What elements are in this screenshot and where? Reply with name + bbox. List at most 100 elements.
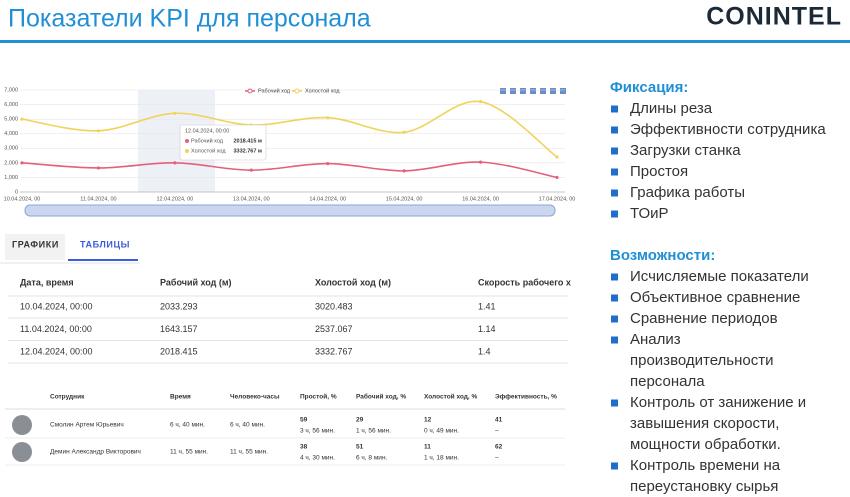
bullet (611, 273, 618, 281)
table-cell: 1.4 (478, 346, 491, 356)
emp-name: Демин Александр Викторович (50, 449, 141, 456)
series-line (21, 100, 558, 158)
bullet (611, 105, 618, 113)
list-item: Объективное сравнение (630, 289, 800, 306)
point (326, 116, 330, 120)
point (326, 161, 330, 166)
point (402, 130, 406, 134)
emp-duration: 1 ч, 56 мин. (356, 428, 391, 435)
table-cell: 3020.483 (315, 301, 353, 311)
bullet (611, 147, 618, 155)
list-item: мощности обработки. (630, 436, 781, 453)
table-header: Скорость рабочего х (478, 277, 571, 287)
y-tick-label: 4,000 (4, 131, 18, 137)
emp-header: Человеко-часы (230, 394, 280, 401)
bullet (611, 399, 618, 407)
tooltip-dot (185, 139, 189, 143)
table-cell: 11.04.2024, 00:00 (20, 324, 92, 334)
y-tick-label: 2,000 (4, 160, 18, 166)
bullet (611, 168, 618, 176)
point (20, 161, 24, 165)
emp-time: 11 ч, 55 мин. (170, 449, 208, 456)
series-line (21, 161, 558, 179)
point (96, 166, 101, 170)
tooltip-dot (185, 149, 189, 153)
avatars (12, 415, 32, 462)
point (173, 161, 177, 165)
table-cell: 1.14 (478, 324, 496, 334)
legend-label: Рабочий ход (258, 87, 291, 94)
tooltip (179, 124, 267, 161)
list-item: Графика работы (630, 184, 745, 201)
x-tick-label: 14.04.2024, 00 (309, 196, 346, 202)
emp-duration: – (495, 455, 499, 462)
bullet (611, 315, 618, 323)
emp-hours: 6 ч, 40 мин. (230, 422, 265, 429)
point (478, 160, 483, 164)
table-cell: 2018.415 (160, 346, 198, 356)
tooltip-label: Рабочий ход (191, 137, 224, 144)
emp-percent: 11 (424, 444, 431, 451)
emp-percent: 12 (424, 417, 432, 424)
tooltip-value: 2018.415 м (233, 138, 262, 144)
point (555, 155, 559, 159)
emp-header: Холостой ход, % (424, 393, 478, 401)
point (478, 100, 483, 104)
list-item: Длины реза (630, 100, 713, 117)
emp-header: Рабочий ход, % (356, 393, 406, 401)
point (555, 175, 559, 180)
table-fade (0, 364, 575, 384)
emp-percent: 41 (495, 417, 503, 424)
toolbar (500, 88, 566, 94)
list-item: ТОиР (630, 205, 669, 222)
emp-percent: 38 (300, 444, 308, 451)
table-cell: 3332.767 (315, 346, 353, 356)
point (20, 117, 24, 121)
x-tick-label: 11.04.2024, 00 (80, 196, 116, 202)
y-tick-label: 7,000 (4, 87, 18, 93)
table-cell: 12.04.2024, 00:00 (20, 346, 93, 356)
slide-title: Показатели KPI для персонала (8, 5, 371, 33)
emp-header: Простой, % (300, 393, 337, 401)
table-cell: 1.41 (478, 301, 496, 311)
list-item: персонала (630, 373, 705, 390)
emp-duration: 6 ч, 8 мин. (356, 455, 388, 462)
bullet (611, 210, 618, 218)
tabs-rule (0, 262, 140, 264)
emp-percent: 59 (300, 417, 308, 424)
tab-underline (68, 259, 138, 261)
y-tick-label: 0 (15, 189, 18, 195)
emp-duration: 0 ч, 49 мин. (424, 428, 459, 435)
y-tick-label: 3,000 (4, 146, 18, 152)
emp-duration: 4 ч, 30 мин. (300, 455, 335, 462)
y-tick-label: 1,000 (4, 175, 18, 181)
table-header: Дата, время (20, 277, 74, 287)
bullet (611, 294, 618, 302)
point (96, 129, 101, 133)
section-title: Возможности: (610, 247, 715, 264)
x-tick-label: 12.04.2024, 00 (157, 196, 194, 202)
list-item: производительности (630, 352, 774, 369)
point (249, 168, 253, 172)
table-cell: 2537.067 (315, 324, 353, 334)
list-item: Исчисляемые показатели (630, 268, 809, 285)
x-tick-label: 16.04.2024, 00 (462, 196, 499, 202)
table-header: Рабочий ход (м) (160, 277, 232, 287)
table-header: Холостой ход (м) (315, 277, 391, 287)
bullet (611, 126, 618, 134)
tab: ТАБЛИЦЫ (80, 239, 130, 249)
emp-header: Время (170, 394, 191, 401)
zoom-slider[interactable] (24, 204, 556, 217)
table-cell: 10.04.2024, 00:00 (20, 301, 93, 311)
list-item: завышения скорости, (630, 415, 779, 432)
bullet (611, 462, 618, 470)
legend-dot (247, 88, 253, 94)
list-item: Простоя (630, 163, 688, 180)
emp-duration: 3 ч, 56 мин. (300, 428, 335, 435)
y-tick-label: 5,000 (4, 117, 18, 123)
legend-dot (294, 88, 300, 94)
bullet (611, 336, 618, 344)
list-item: переустановку сырья (630, 478, 778, 495)
x-tick-label: 17.04.2024, 00 (539, 196, 576, 202)
